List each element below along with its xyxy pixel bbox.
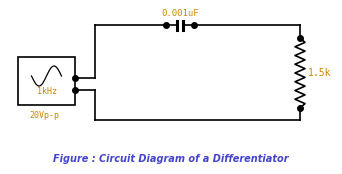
Text: Figure : Circuit Diagram of a Differentiator: Figure : Circuit Diagram of a Differenti…: [53, 154, 289, 164]
Text: 0.001uF: 0.001uF: [161, 10, 199, 18]
Text: 20Vp-p: 20Vp-p: [29, 112, 60, 121]
Text: 1.5k: 1.5k: [308, 68, 331, 78]
Text: 1kHz: 1kHz: [37, 88, 56, 97]
Bar: [18, 57, 75, 105]
